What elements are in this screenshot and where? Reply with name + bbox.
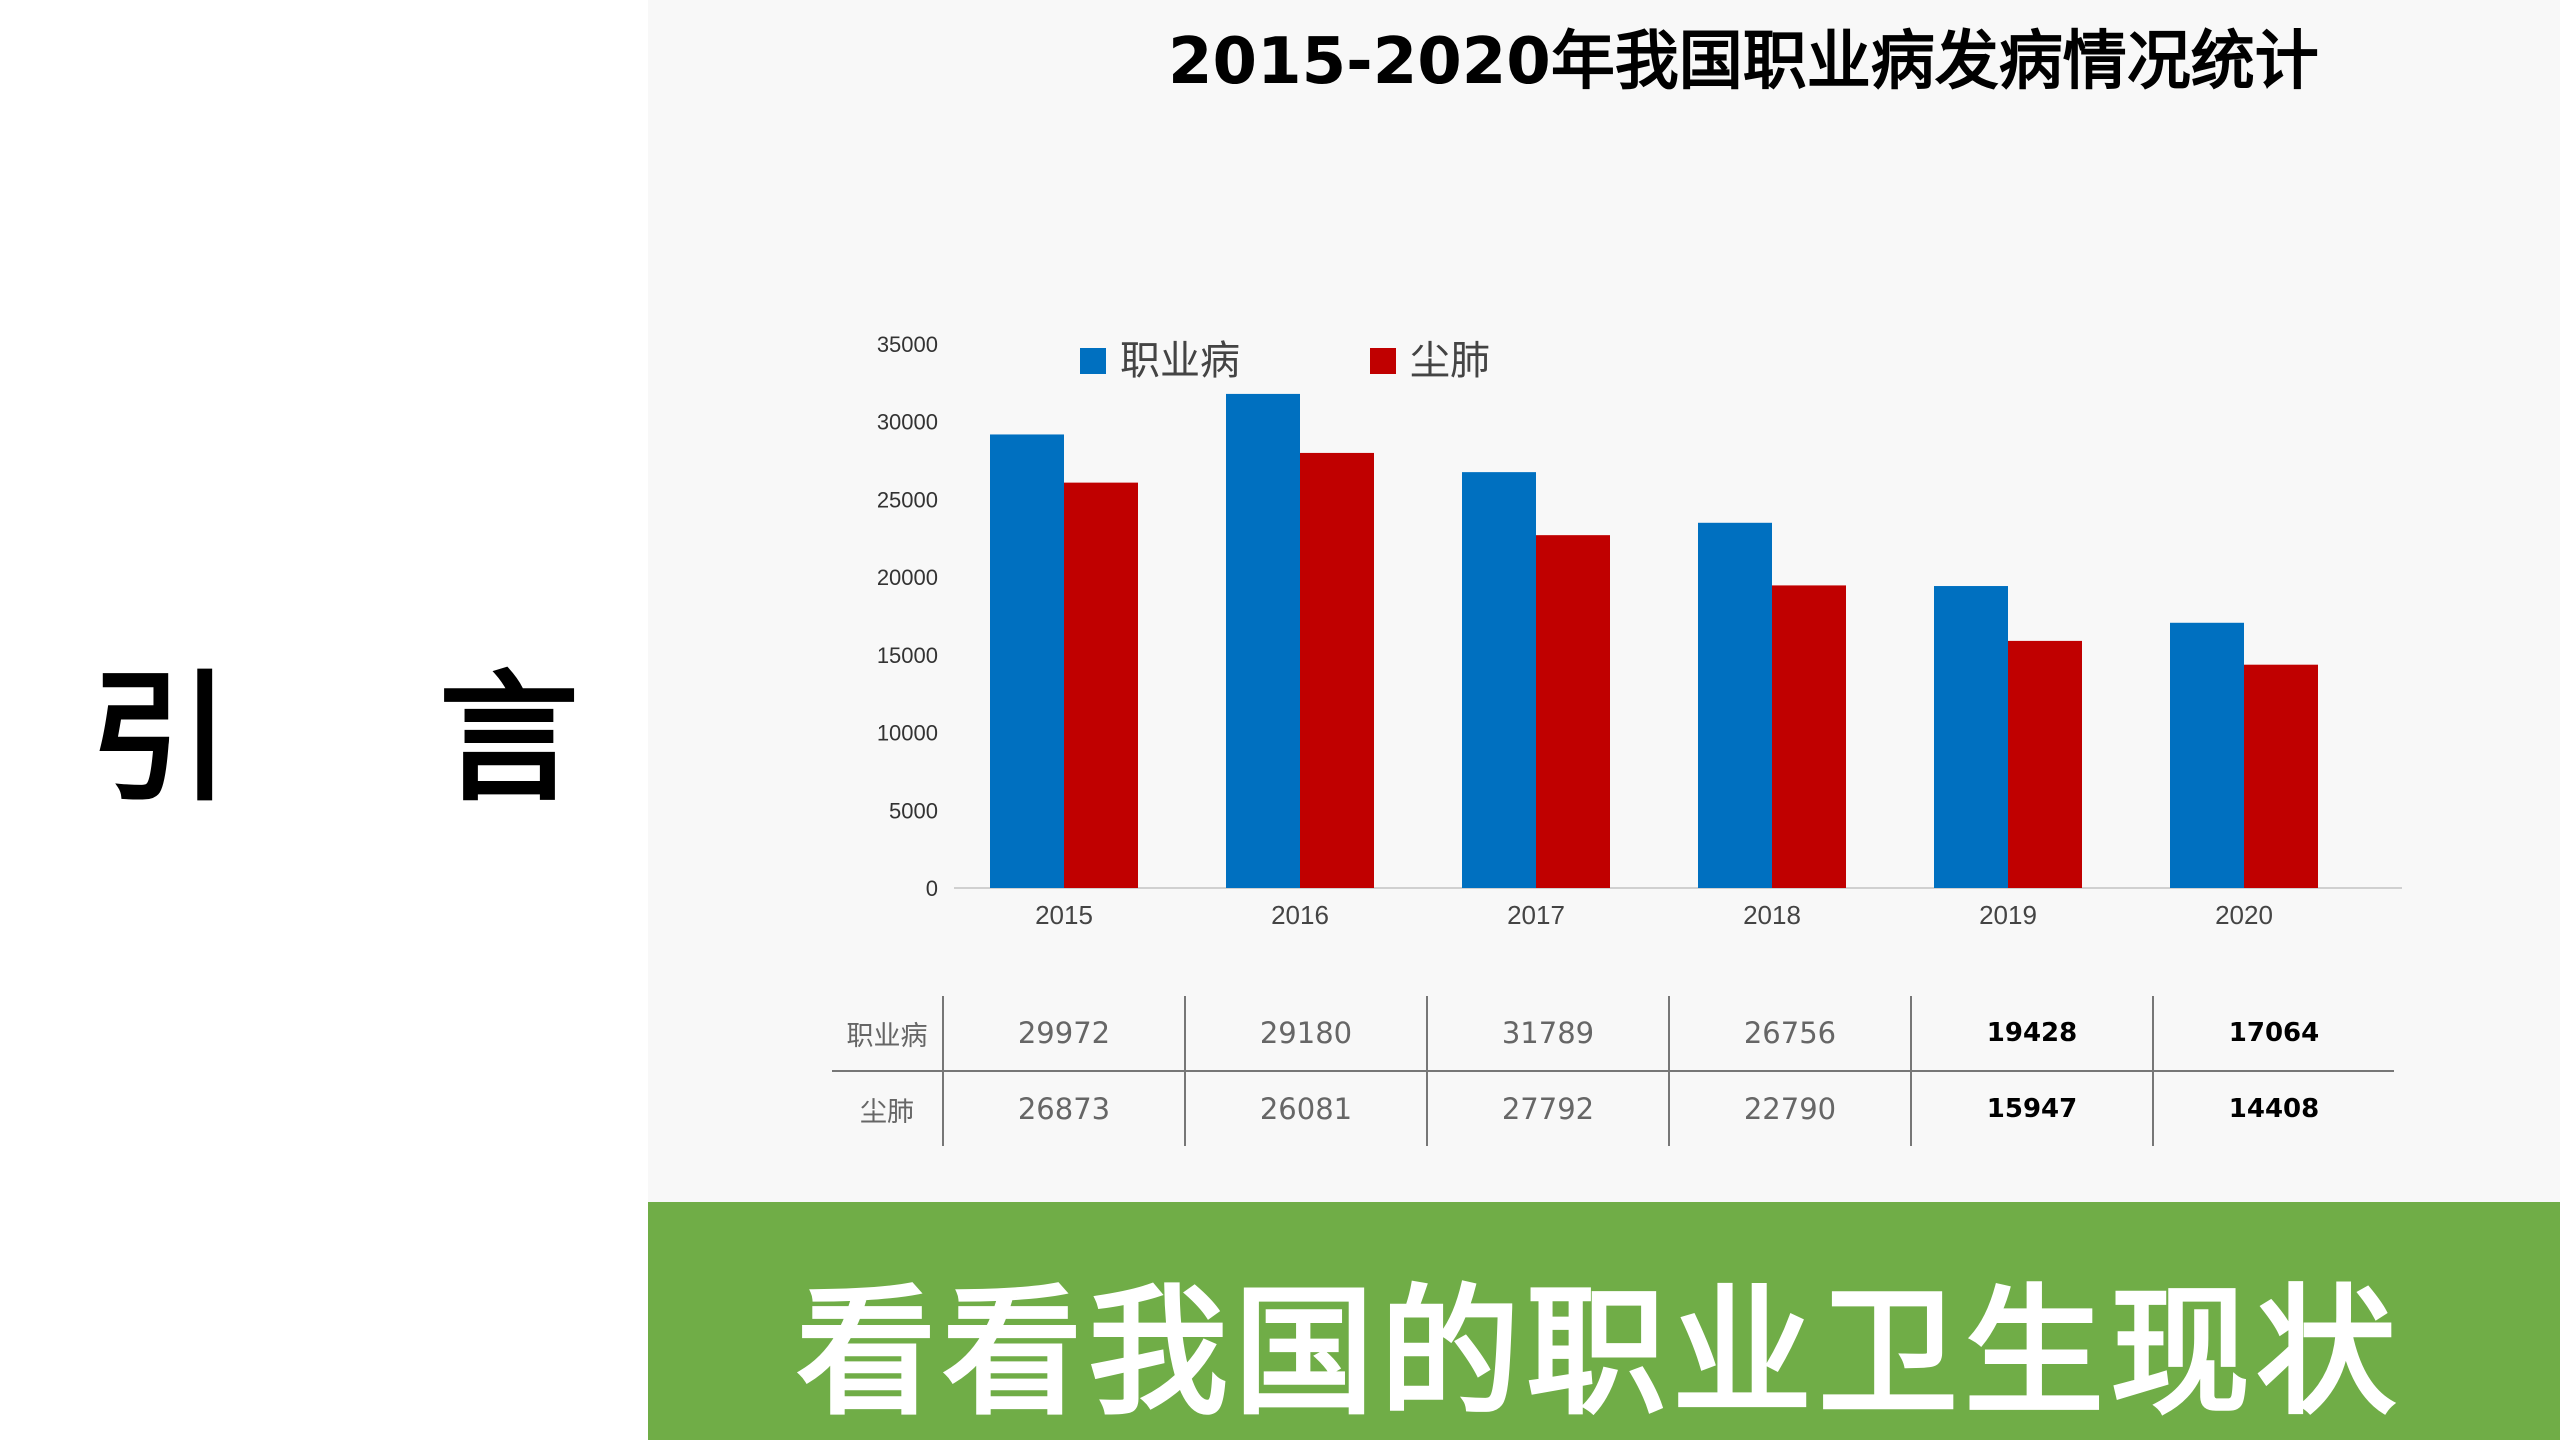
x-tick-label: 2020 — [2215, 900, 2273, 930]
table-cell: 22790 — [1668, 1071, 1911, 1146]
y-tick-label: 5000 — [889, 798, 938, 823]
banner-text: 看看我国的职业卫生现状 — [796, 1272, 2403, 1435]
bar-series1 — [2170, 622, 2244, 888]
row-label: 尘肺 — [860, 1096, 914, 1128]
y-tick-label: 20000 — [877, 565, 938, 590]
chart-title: 2015-2020年我国职业病发病情况统计 — [1168, 25, 2319, 99]
bar-series1 — [1226, 393, 1300, 888]
legend-swatch — [1370, 348, 1396, 374]
legend-label: 职业病 — [1120, 338, 1240, 384]
x-tick-label: 2018 — [1743, 900, 1801, 930]
y-tick-label: 30000 — [877, 410, 938, 435]
y-tick-label: 15000 — [877, 643, 938, 668]
legend-swatch — [1080, 348, 1106, 374]
table-cell: 26081 — [1184, 1071, 1427, 1146]
table-cell: 26756 — [1668, 996, 1911, 1072]
table-cell: 17064 — [2152, 996, 2394, 1072]
table-row: 职业病 29972 29180 31789 26756 19428 17064 — [832, 996, 2394, 1072]
bar-series2 — [1300, 452, 1374, 888]
table-cell: 19428 — [1910, 996, 2153, 1072]
section-heading: 引 言 — [90, 658, 659, 821]
table-cell: 15947 — [1910, 1071, 2153, 1146]
bar-series2 — [1772, 585, 1846, 888]
table-cell: 31789 — [1426, 996, 1669, 1072]
table-cell: 29972 — [942, 996, 1185, 1072]
bar-series1 — [1462, 472, 1536, 888]
x-tick-label: 2017 — [1507, 900, 1565, 930]
data-table: 职业病 29972 29180 31789 26756 19428 17064 … — [832, 996, 2394, 1146]
y-tick-label: 35000 — [877, 332, 938, 357]
bar-series2 — [2244, 664, 2318, 888]
bar-series1 — [1698, 522, 1772, 888]
x-tick-label: 2019 — [1979, 900, 2037, 930]
bar-series1 — [1934, 586, 2008, 888]
y-tick-label: 25000 — [877, 487, 938, 512]
row-label: 职业病 — [832, 996, 943, 1072]
bar-series2 — [1536, 535, 1610, 888]
bar-series2 — [2008, 640, 2082, 888]
table-row: 尘肺 26873 26081 27792 22790 15947 14408 — [832, 1071, 2394, 1146]
y-tick-label: 10000 — [877, 721, 938, 746]
table-cell: 27792 — [1426, 1071, 1669, 1146]
x-tick-label: 2016 — [1271, 900, 1329, 930]
bar-series1 — [990, 434, 1064, 888]
footer-banner: 看看我国的职业卫生现状 — [648, 1202, 2560, 1440]
bar-chart: 0 5000 10000 15000 20000 25000 30000 35000 2015 2… — [877, 332, 2402, 930]
legend-label: 尘肺 — [1410, 338, 1490, 384]
x-tick-label: 2015 — [1035, 900, 1093, 930]
table-cell: 26873 — [942, 1071, 1185, 1146]
bar-series2 — [1064, 482, 1138, 888]
table-cell: 29180 — [1184, 996, 1427, 1072]
table-cell: 14408 — [2152, 1071, 2394, 1146]
y-tick-label: 0 — [926, 876, 938, 901]
